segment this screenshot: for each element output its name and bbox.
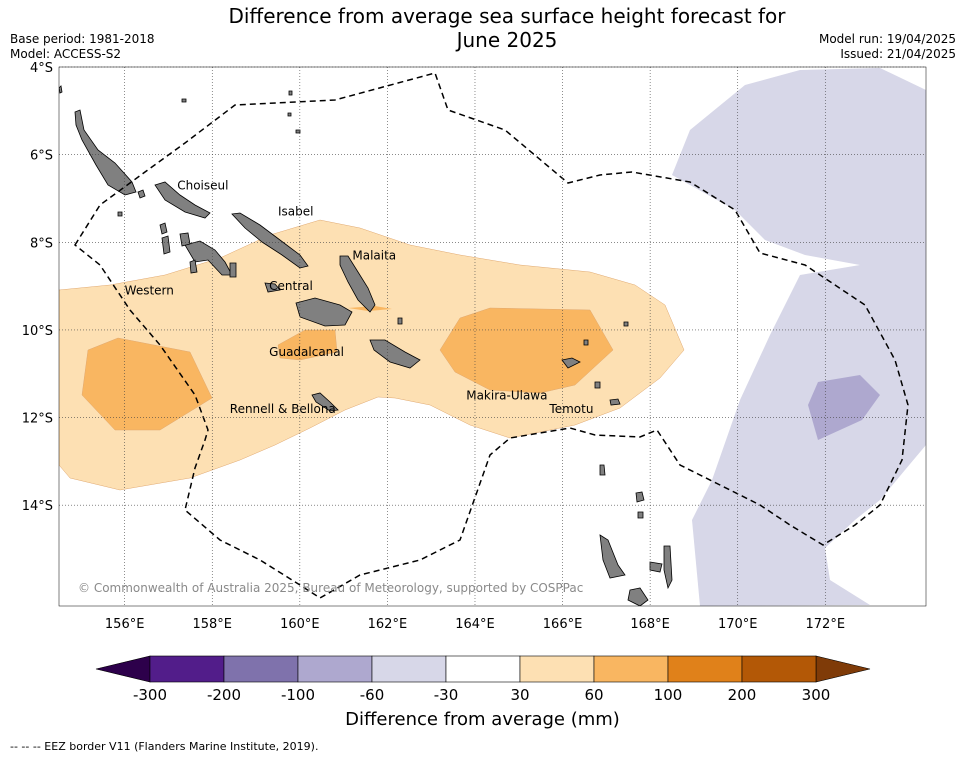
land-masses (59, 85, 673, 606)
region-label: Isabel (278, 205, 313, 219)
chart-title: Difference from average sea surface heig… (0, 4, 965, 52)
makira (369, 339, 421, 369)
negative-anomaly-core (808, 375, 880, 440)
lon-tick-label: 158°E (192, 617, 232, 632)
region-label: Malaita (352, 248, 396, 262)
isabel (231, 212, 309, 269)
lon-tick-label: 166°E (543, 617, 583, 632)
region-label: Temotu (548, 402, 593, 416)
copyright-notice: © Commonwealth of Australia 2025, Bureau… (78, 581, 583, 595)
bougainville (74, 109, 137, 196)
meta-left: Base period: 1981-2018 Model: ACCESS-S2 (10, 32, 155, 62)
positive-anomaly-core-west (81, 337, 213, 431)
lon-tick-label: 162°E (368, 617, 408, 632)
region-label: Central (269, 279, 313, 293)
lon-tick-label: 156°E (105, 617, 145, 632)
model-run: Model run: 19/04/2025 (818, 32, 956, 46)
chart-title-line-1: Difference from average sea surface heig… (228, 4, 786, 28)
region-label: Makira-Ulawa (466, 389, 547, 403)
santa-cruz (561, 357, 581, 369)
axis-ticks: 4°S 6°S 8°S 10°S 12°S 14°S 156°E 158°E 160°E 162°… (22, 61, 845, 632)
region-label: Rennell & Bellona (230, 402, 336, 416)
lon-tick-label: 170°E (718, 617, 758, 632)
choiseul (154, 181, 211, 219)
region-labels: Choiseul Isabel Malaita Western Central Guada… (125, 178, 594, 415)
map-canvas: 4°S 6°S 8°S 10°S 12°S 14°S 156°E 158°E 160°E 162°… (22, 61, 927, 632)
footnote-eez: -- -- -- EEZ border V11 (Flanders Marine… (10, 740, 319, 753)
lat-tick-label: 4°S (30, 61, 53, 76)
eez-border (74, 72, 909, 599)
espiritu-santo (599, 534, 626, 579)
chart-title-line-2: June 2025 (456, 28, 558, 52)
colorbar-title: Difference from average (mm) (345, 709, 620, 730)
region-label: Western (125, 283, 174, 297)
lat-tick-label: 12°S (22, 412, 53, 427)
model-name: Model: ACCESS-S2 (10, 47, 122, 61)
region-label: Guadalcanal (269, 345, 344, 359)
positive-anomaly-area (59, 219, 685, 491)
lon-tick-label: 164°E (455, 617, 495, 632)
map-plot-area (59, 68, 926, 606)
malaita (339, 255, 376, 313)
lat-tick-label: 6°S (30, 149, 53, 164)
rennell (311, 392, 339, 412)
lon-tick-label: 160°E (280, 617, 320, 632)
meta-right: Model run: 19/04/2025 Issued: 21/04/2025 (819, 32, 956, 62)
issued-date: Issued: 21/04/2025 (840, 47, 956, 61)
region-label: Choiseul (177, 178, 228, 192)
lon-tick-label: 172°E (806, 617, 846, 632)
lon-tick-label: 168°E (630, 617, 670, 632)
lat-tick-label: 8°S (30, 236, 53, 251)
base-period: Base period: 1981-2018 (10, 32, 155, 46)
map-frame (58, 66, 927, 607)
negative-anomaly-area (672, 68, 926, 606)
guadalcanal (295, 297, 353, 327)
lat-tick-label: 14°S (22, 499, 53, 514)
lat-tick-label: 10°S (22, 324, 53, 339)
